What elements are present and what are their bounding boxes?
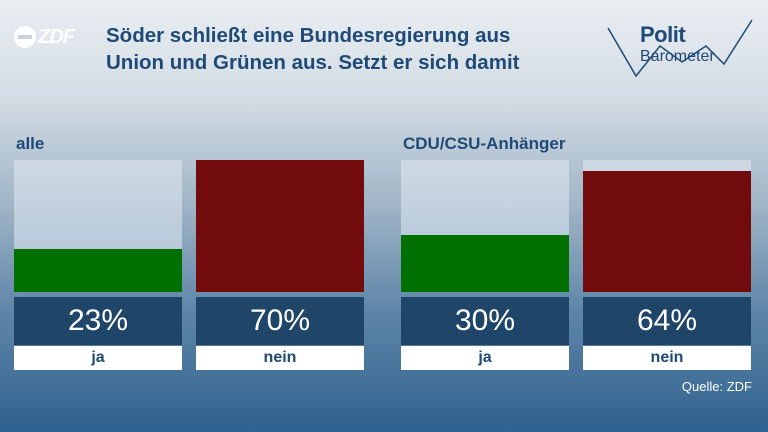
bar-0-1 (196, 160, 364, 292)
politbarometer-zigzag-icon (607, 19, 753, 78)
bar-track-0-1 (196, 160, 364, 292)
category-label-1-0: ja (401, 346, 569, 370)
bar-track-1-1 (583, 160, 751, 292)
bar-0-0 (14, 248, 182, 292)
chart-title-line-2: Union und Grünen aus. Setzt er sich dami… (106, 51, 520, 74)
zdf-logo: ZDF (14, 24, 78, 50)
bar-track-1-0 (401, 160, 569, 292)
chart-title-line-1: Söder schließt eine Bundesregierung aus (106, 24, 511, 47)
value-label-0-0: 23% (14, 297, 182, 345)
bar-1-0 (401, 235, 569, 292)
category-label-0-1: nein (196, 346, 364, 370)
bar-track-0-0 (14, 160, 182, 292)
value-label-1-1: 64% (583, 297, 751, 345)
value-label-0-1: 70% (196, 297, 364, 345)
zdf-logo-text: ZDF (38, 26, 75, 48)
zdf-logo-icon (14, 26, 36, 48)
politbarometer-barometer: Barometer (640, 48, 715, 65)
group-label-1: CDU/CSU-Anhänger (403, 134, 566, 153)
value-label-1-0: 30% (401, 297, 569, 345)
source-note: Quelle: ZDF (681, 379, 752, 394)
chart-title: Söder schließt eine Bundesregierung aus … (106, 22, 586, 76)
group-label-0: alle (16, 134, 45, 153)
politbarometer-polit: Polit (640, 22, 686, 47)
category-label-1-1: nein (583, 346, 751, 370)
politbarometer-logo: Polit Barometer (606, 16, 756, 86)
bar-1-1 (583, 171, 751, 292)
category-label-0-0: ja (14, 346, 182, 370)
